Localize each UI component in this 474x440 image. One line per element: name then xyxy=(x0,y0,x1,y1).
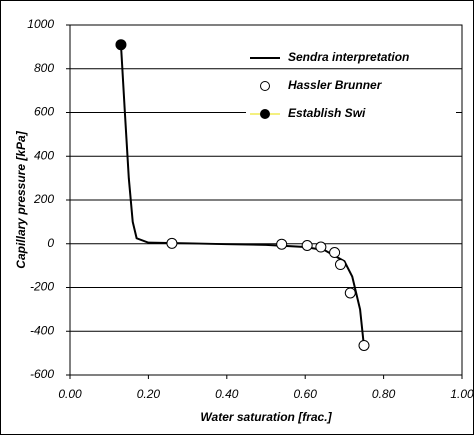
legend-marker xyxy=(260,109,270,119)
legend-bg xyxy=(246,48,456,68)
point xyxy=(334,259,346,271)
y-tick-label: 1000 xyxy=(27,17,54,31)
legend-label: Establish Swi xyxy=(288,106,366,120)
legend-label: Hassler Brunner xyxy=(288,78,383,92)
point xyxy=(344,287,356,299)
legend-bg xyxy=(246,76,456,96)
y-tick-label: -400 xyxy=(30,323,54,337)
y-tick-label: -600 xyxy=(30,367,54,381)
legend-marker xyxy=(260,81,270,91)
y-tick-label: -200 xyxy=(30,280,54,294)
point xyxy=(115,39,127,51)
legend-label: Sendra interpretation xyxy=(288,50,409,64)
point xyxy=(276,238,288,250)
y-tick-label: 400 xyxy=(34,148,54,162)
x-axis-label: Water saturation [frac.] xyxy=(200,410,332,424)
x-tick-label: 0.20 xyxy=(137,387,161,401)
line xyxy=(119,44,365,347)
point xyxy=(358,339,370,351)
point xyxy=(315,241,327,253)
x-tick-label: 0.60 xyxy=(294,387,318,401)
y-tick-label: 600 xyxy=(34,105,54,119)
x-tick-label: 0.40 xyxy=(215,387,239,401)
x-tick-label: 1.00 xyxy=(450,387,474,401)
point xyxy=(301,240,313,251)
x-tick-label: 0.00 xyxy=(58,387,82,401)
y-tick-label: 200 xyxy=(33,192,54,206)
x-tick-label: 0.80 xyxy=(372,387,396,401)
y-axis-label: Capillary pressure [kPa] xyxy=(14,130,28,268)
y-tick-label: 800 xyxy=(34,61,54,75)
point xyxy=(166,237,178,249)
legend-bg xyxy=(246,104,456,124)
plot-area xyxy=(69,24,463,376)
y-tick-label: 0 xyxy=(47,236,54,250)
point xyxy=(329,247,341,258)
